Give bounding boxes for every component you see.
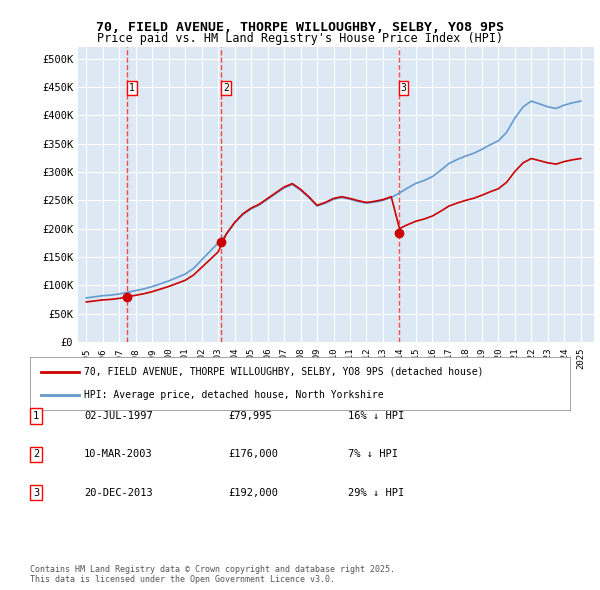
Text: 02-JUL-1997: 02-JUL-1997 xyxy=(84,411,153,421)
Text: £79,995: £79,995 xyxy=(228,411,272,421)
Text: Price paid vs. HM Land Registry's House Price Index (HPI): Price paid vs. HM Land Registry's House … xyxy=(97,32,503,45)
Text: 7% ↓ HPI: 7% ↓ HPI xyxy=(348,450,398,459)
Text: HPI: Average price, detached house, North Yorkshire: HPI: Average price, detached house, Nort… xyxy=(84,390,383,400)
Text: 29% ↓ HPI: 29% ↓ HPI xyxy=(348,488,404,497)
Text: 20-DEC-2013: 20-DEC-2013 xyxy=(84,488,153,497)
Text: 1: 1 xyxy=(129,83,135,93)
Text: 2: 2 xyxy=(33,450,39,459)
Text: 10-MAR-2003: 10-MAR-2003 xyxy=(84,450,153,459)
Text: 3: 3 xyxy=(33,488,39,497)
Text: £192,000: £192,000 xyxy=(228,488,278,497)
Text: 16% ↓ HPI: 16% ↓ HPI xyxy=(348,411,404,421)
Text: 70, FIELD AVENUE, THORPE WILLOUGHBY, SELBY, YO8 9PS: 70, FIELD AVENUE, THORPE WILLOUGHBY, SEL… xyxy=(96,21,504,34)
Text: 2: 2 xyxy=(223,83,229,93)
Text: 1: 1 xyxy=(33,411,39,421)
Text: £176,000: £176,000 xyxy=(228,450,278,459)
Text: 3: 3 xyxy=(401,83,406,93)
Text: Contains HM Land Registry data © Crown copyright and database right 2025.
This d: Contains HM Land Registry data © Crown c… xyxy=(30,565,395,584)
Text: 70, FIELD AVENUE, THORPE WILLOUGHBY, SELBY, YO8 9PS (detached house): 70, FIELD AVENUE, THORPE WILLOUGHBY, SEL… xyxy=(84,367,484,377)
